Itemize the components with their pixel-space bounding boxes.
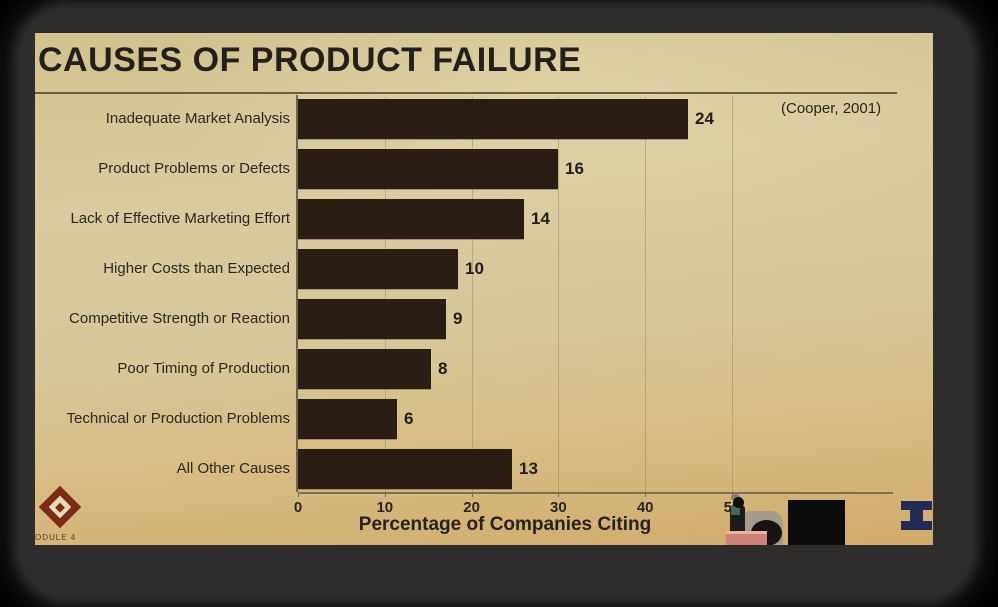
axis-tick xyxy=(471,492,473,497)
bar xyxy=(298,99,688,139)
bar xyxy=(298,399,397,439)
presenter-figure xyxy=(703,488,823,545)
slide: CAUSES OF PRODUCT FAILURE (Cooper, 2001)… xyxy=(35,33,933,545)
category-label: Poor Timing of Production xyxy=(117,360,290,377)
axis-tick-label: 10 xyxy=(376,499,394,516)
axis-tick-label: 20 xyxy=(463,499,480,516)
axis-tick xyxy=(384,492,386,497)
gridline xyxy=(558,97,560,492)
video-frame: CAUSES OF PRODUCT FAILURE (Cooper, 2001)… xyxy=(20,8,972,598)
axis-tick xyxy=(558,492,560,497)
gridline xyxy=(732,97,733,492)
gridline xyxy=(384,97,386,492)
category-label: Lack of Effective Marketing Effort xyxy=(70,210,290,227)
axis-tick-label: 30 xyxy=(550,499,567,516)
bar-chart: 01020304050Inadequate Market Analysis24P… xyxy=(35,33,933,545)
x-axis-title: Percentage of Companies Citing xyxy=(358,514,652,535)
bar xyxy=(298,249,458,289)
axis-tick-label: 40 xyxy=(636,499,654,516)
gridline xyxy=(471,97,473,492)
bar xyxy=(298,449,512,489)
axis-tick xyxy=(645,492,647,497)
bar-value-label: 9 xyxy=(453,309,463,328)
bar-value-label: 14 xyxy=(531,209,550,228)
module-badge: ODULE 4 xyxy=(35,485,109,543)
diamond-icon-core xyxy=(55,502,65,512)
page-title: CAUSES OF PRODUCT FAILURE xyxy=(38,41,582,79)
bar xyxy=(298,199,524,239)
category-label: Technical or Production Problems xyxy=(66,410,290,427)
bar-value-label: 6 xyxy=(404,409,414,428)
category-label: Inadequate Market Analysis xyxy=(105,110,290,127)
diamond-icon xyxy=(38,485,82,529)
axis-tick xyxy=(298,492,299,497)
bar xyxy=(298,149,558,189)
bar-value-label: 24 xyxy=(695,109,714,128)
black-rectangle-occluder xyxy=(788,500,845,545)
category-label: All Other Causes xyxy=(176,460,290,477)
bar-value-label: 13 xyxy=(519,459,538,478)
x-axis-line xyxy=(298,492,893,494)
axis-tick-label: 0 xyxy=(293,499,303,516)
category-label: Competitive Strength or Reaction xyxy=(69,310,290,327)
gridline xyxy=(645,97,647,492)
title-underline xyxy=(35,92,897,94)
podium xyxy=(726,531,767,545)
category-label: Product Problems or Defects xyxy=(98,160,290,177)
bar xyxy=(298,299,446,339)
module-label: ODULE 4 xyxy=(35,533,77,542)
diamond-icon-inner xyxy=(48,495,72,519)
person-scarf xyxy=(731,506,740,515)
bar-value-label: 8 xyxy=(438,359,448,378)
person-head xyxy=(733,497,744,508)
bar xyxy=(298,349,431,389)
y-axis-line xyxy=(296,95,298,492)
bar-value-label: 10 xyxy=(465,259,484,278)
category-label: Higher Costs than Expected xyxy=(103,260,290,277)
bar-value-label: 16 xyxy=(565,159,584,178)
citation-text: (Cooper, 2001) xyxy=(781,100,882,117)
